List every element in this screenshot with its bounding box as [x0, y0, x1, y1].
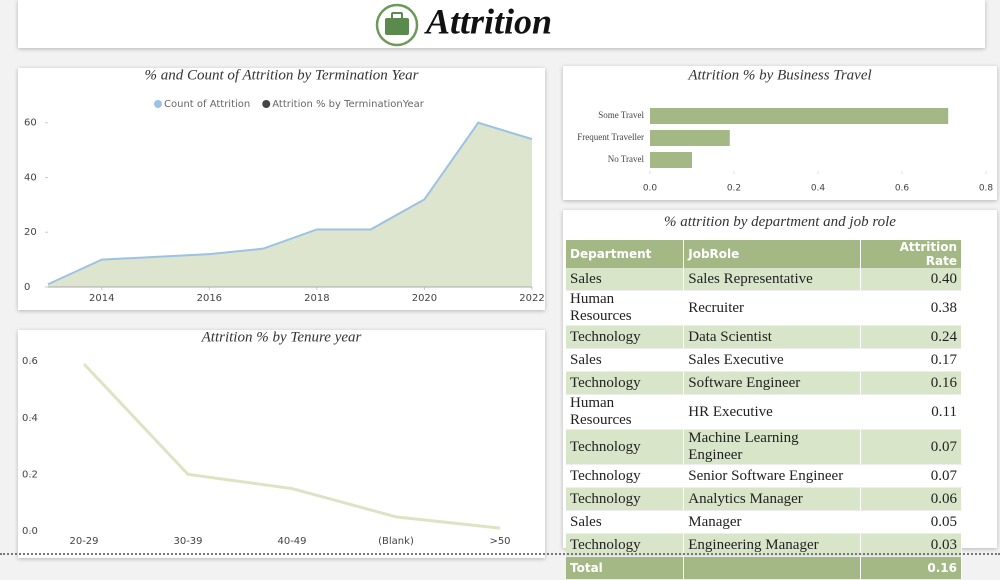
x-tick-label: 2016	[197, 293, 222, 304]
header-row: Department JobRole Attrition Rate	[566, 240, 963, 268]
header-panel: Attrition	[18, 0, 985, 48]
cell: 0.11	[860, 394, 963, 430]
row: Technology Machine Learning Engineer 0.07	[566, 429, 963, 465]
chart: % and Count of Attrition by Termination …	[24, 67, 545, 304]
x-tick-label: 2014	[89, 293, 114, 304]
page-title: Attrition	[424, 1, 552, 41]
x-tick-label: 0.6	[895, 184, 910, 194]
x-tick-label: 2018	[304, 293, 329, 304]
cell: HR Executive	[683, 394, 861, 430]
icon-handle	[391, 12, 403, 20]
cell: Analytics Manager	[683, 487, 861, 511]
row: Technology Analytics Manager 0.06	[566, 487, 963, 511]
bar	[650, 152, 692, 168]
cell: Manager	[683, 510, 861, 534]
y-tick-label: 60	[24, 118, 37, 129]
cell: 0.07	[860, 429, 963, 465]
y-tick-label: Frequent Traveller	[577, 132, 644, 142]
cell: Technology	[566, 487, 685, 511]
row: Sales Sales Executive 0.17	[566, 348, 963, 372]
y-tick-label: 0	[24, 282, 30, 293]
cell: 0.07	[860, 464, 963, 488]
y-tick-label: Some Travel	[598, 110, 644, 120]
column-header: Attrition Rate	[860, 240, 963, 268]
cell: Technology	[566, 325, 685, 349]
y-tick-label: No Travel	[608, 154, 645, 164]
legend-marker	[154, 100, 162, 108]
x-tick-label: 0.0	[643, 184, 658, 194]
cell: Engineering Manager	[683, 533, 861, 557]
row: Technology Software Engineer 0.16	[566, 371, 963, 395]
x-tick-label: 20-29	[69, 536, 98, 547]
row: Technology Data Scientist 0.24	[566, 325, 963, 349]
area-fill	[48, 122, 532, 287]
cell: Technology	[566, 464, 685, 488]
icon-briefcase	[385, 18, 409, 35]
x-tick-label: 0.8	[979, 184, 994, 194]
row: Technology Engineering Manager 0.03	[566, 533, 963, 557]
area-line	[47, 121, 533, 286]
cell: Technology	[566, 371, 685, 395]
chart: Attrition % by Business Travel 0.0 0.2 0.4 0…	[577, 67, 994, 194]
x-tick-label: (Blank)	[378, 536, 414, 547]
cell: Recruiter	[683, 290, 861, 326]
chart-title: Attrition % by Tenure year	[201, 330, 362, 345]
cell: 0.40	[860, 268, 963, 291]
legend-label: Attrition % by TerminationYear	[272, 99, 425, 110]
row: Sales Manager 0.05	[566, 510, 963, 534]
panel: Attrition % by Business Travel 0.0 0.2 0.4 0…	[563, 66, 997, 200]
cell: 0.03	[860, 533, 963, 557]
cell: Senior Software Engineer	[683, 464, 861, 488]
cell: Technology	[566, 533, 685, 557]
cell: 0.05	[860, 510, 963, 534]
panel: Attrition % by Tenure year 0.0 0.2 0.4 0.6 20…	[18, 329, 545, 558]
row: Human Resources Recruiter 0.38	[566, 290, 963, 326]
cell: Sales Representative	[683, 268, 861, 291]
bar	[650, 108, 949, 124]
x-tick-label: >50	[489, 536, 510, 547]
cell: 0.16	[860, 371, 963, 395]
cell: Human Resources	[566, 394, 685, 430]
cell: Sales	[566, 348, 685, 372]
chart-title: % and Count of Attrition by Termination …	[144, 68, 418, 83]
header: Attrition	[375, 1, 552, 47]
cell: 0.38	[860, 290, 963, 326]
chart: Attrition % by Tenure year0.00.20.40.620…	[22, 329, 511, 547]
row: Human Resources HR Executive 0.11	[566, 394, 963, 430]
cell: Sales	[566, 510, 685, 534]
y-tick-label: 40	[24, 172, 37, 183]
legend-marker	[262, 100, 271, 108]
panel: % and Count of Attrition by Termination …	[18, 67, 545, 310]
table-title: % attrition by department and job role	[664, 214, 896, 230]
cell: Software Engineer	[683, 371, 861, 395]
cell: 0.17	[860, 348, 963, 372]
row: Sales Sales Representative 0.40	[566, 268, 963, 291]
x-tick-label: 0.4	[811, 184, 826, 194]
x-tick-label: 2022	[519, 293, 544, 304]
cell: 0.24	[860, 325, 963, 349]
line	[82, 362, 501, 530]
column-header: JobRole	[683, 240, 861, 268]
cell: 0.06	[860, 487, 963, 511]
cell: Sales	[566, 268, 685, 291]
column-header: Department	[566, 240, 685, 268]
chart-title: Attrition % by Business Travel	[687, 67, 871, 83]
row: Technology Senior Software Engineer 0.07	[566, 464, 963, 488]
legend-label: Count of Attrition	[164, 99, 250, 110]
x-tick-label: 40-49	[277, 536, 306, 547]
table: Department JobRole Attrition Rate Sales Sale…	[566, 240, 963, 580]
divider	[0, 553, 1000, 555]
bar	[650, 130, 730, 146]
cell: Human Resources	[566, 290, 685, 326]
y-tick-label: 20	[24, 227, 37, 238]
cell: Sales Executive	[683, 348, 861, 372]
cell: Data Scientist	[683, 325, 861, 349]
cell: Machine Learning Engineer	[683, 429, 861, 465]
cell: Technology	[566, 429, 685, 465]
x-tick-label: 2020	[412, 293, 437, 304]
x-tick-label: 0.2	[727, 184, 741, 194]
x-tick-label: 30-39	[173, 536, 202, 547]
